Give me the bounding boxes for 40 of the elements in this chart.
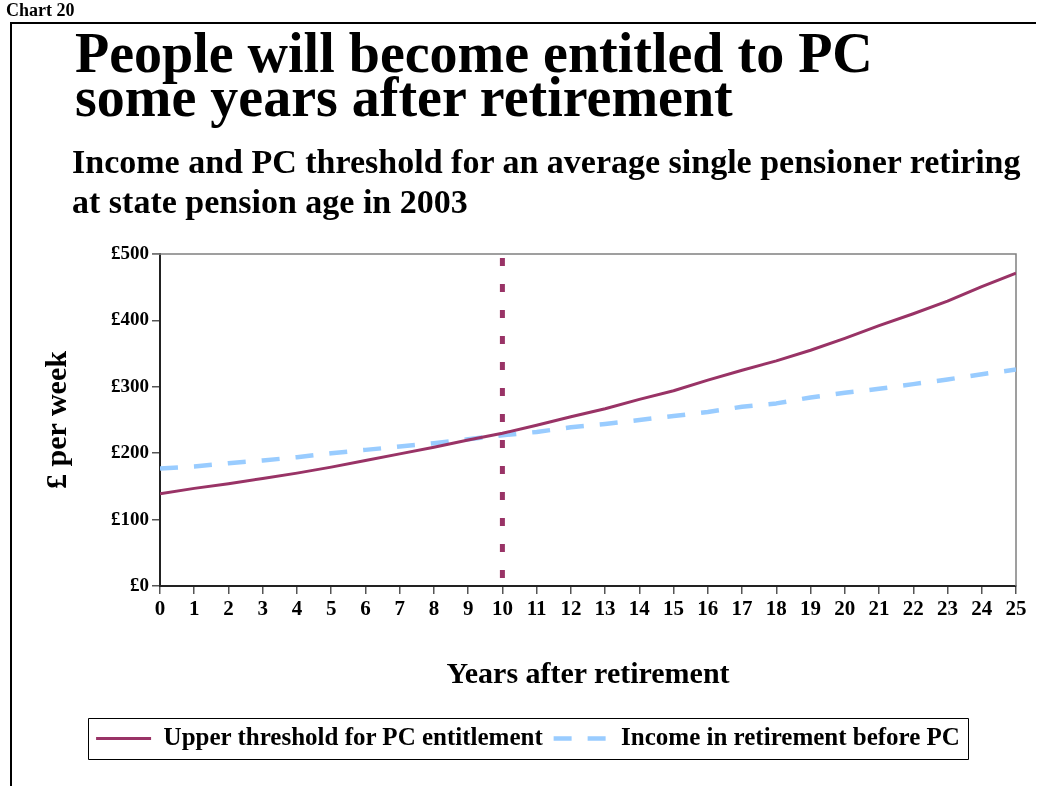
x-tick-label: 19	[800, 596, 822, 621]
x-tick-label: 7	[394, 596, 405, 621]
x-tick-label: 8	[428, 596, 440, 621]
x-tick-label: 5	[325, 596, 337, 621]
y-tick-label: £500	[111, 241, 149, 263]
y-tick-label: £400	[111, 308, 149, 330]
y-tick-label: £100	[111, 507, 149, 529]
x-tick-label: 21	[868, 596, 890, 621]
x-tick-label: 15	[663, 596, 685, 621]
y-axis-title: £ per week	[38, 350, 72, 489]
x-tick-label: 4	[291, 596, 303, 621]
x-tick-label: 1	[188, 596, 200, 621]
y-tick-label: £200	[111, 441, 149, 463]
x-tick-label: 10	[491, 596, 513, 621]
line-series	[160, 367, 1016, 471]
x-tick-label: 17	[731, 596, 753, 621]
chart-subtitle: Income and PC threshold for an average single pensioner retiring at state pension age in 2003	[72, 142, 1022, 222]
x-tick-label: 18	[765, 596, 787, 621]
chart-title: People will become entitled to PC some years after retirement	[75, 22, 874, 128]
y-tick-label: £300	[111, 374, 149, 396]
x-tick-label: 23	[937, 596, 959, 621]
x-tick-label: 20	[834, 596, 856, 621]
x-tick-label: 6	[360, 596, 371, 621]
x-tick-label: 14	[628, 596, 651, 621]
x-tick-label: 25	[1005, 596, 1027, 621]
x-tick-label: 16	[697, 596, 719, 621]
x-tick-label: 12	[560, 596, 582, 621]
x-tick-label: 9	[462, 596, 474, 621]
x-tick-label: 24	[971, 596, 993, 621]
x-tick-label: 0	[154, 596, 166, 621]
x-tick-label: 13	[594, 596, 616, 621]
x-tick-label: 22	[902, 596, 924, 621]
x-tick-label: 11	[526, 596, 547, 621]
legend-label: Upper threshold for PC entitlement	[163, 722, 544, 750]
x-tick-label: 3	[257, 596, 268, 621]
caption: Chart 20	[6, 0, 75, 21]
y-tick-label: £0	[130, 573, 149, 595]
legend-label: Income in retirement before PC	[621, 722, 960, 750]
x-tick-label: 2	[223, 596, 234, 621]
x-axis-title: Years after retirement	[446, 655, 730, 689]
